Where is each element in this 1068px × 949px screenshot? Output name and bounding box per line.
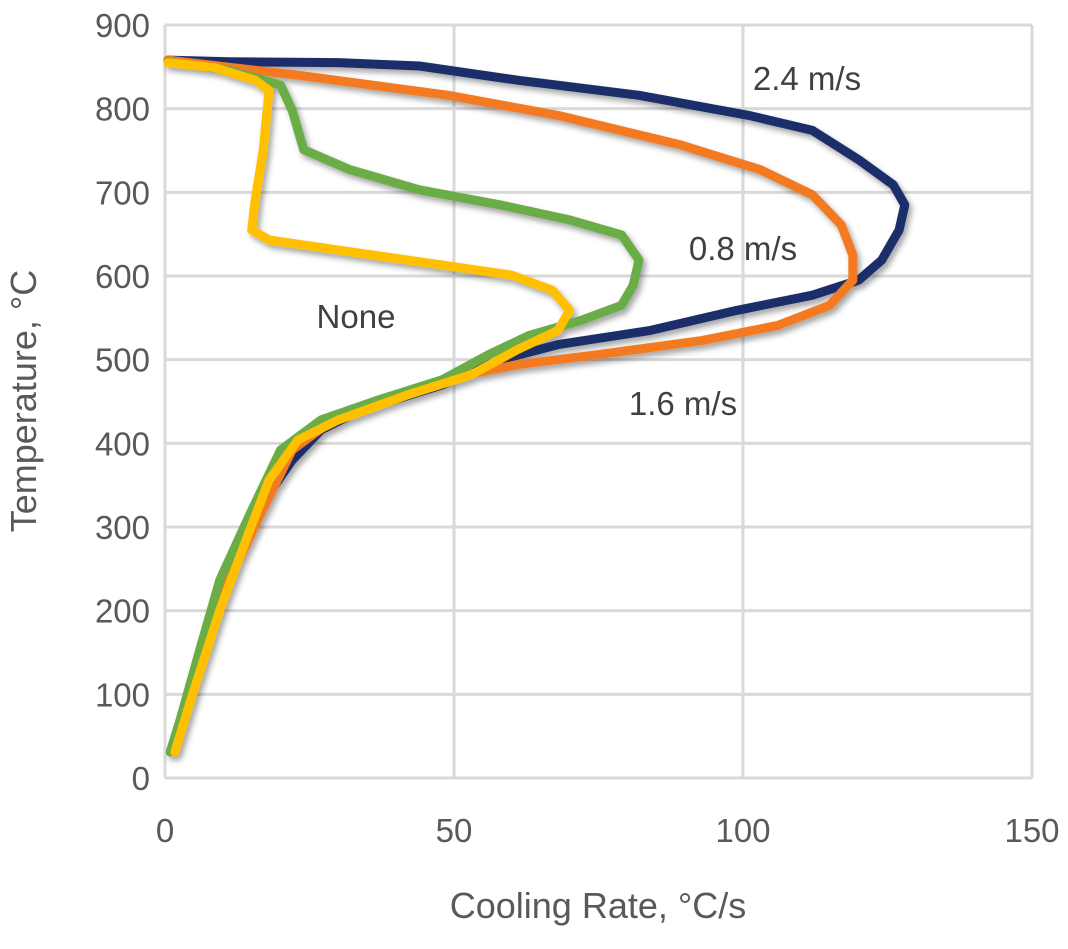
- series-line-1: [163, 55, 858, 750]
- gridlines: [163, 23, 1034, 780]
- x-tick-labels: 0 50 100 150: [156, 812, 1060, 849]
- y-tick-labels: 0 100 200 300 400 500 600 700 800 900: [95, 7, 150, 797]
- y-axis-title: Temperature, °C: [3, 270, 44, 533]
- y-tick-label: 200: [95, 593, 150, 630]
- y-tick-label: 600: [95, 258, 150, 295]
- annotation-label: 2.4 m/s: [753, 60, 861, 97]
- y-tick-label: 700: [95, 174, 150, 211]
- series-line-0: [163, 55, 910, 755]
- x-axis-title: Cooling Rate, °C/s: [450, 885, 747, 926]
- annotation-label: 1.6 m/s: [629, 385, 737, 422]
- y-tick-label: 100: [95, 676, 150, 713]
- x-tick-label: 50: [436, 812, 473, 849]
- annotation-label: None: [317, 298, 396, 335]
- series-line-3: [163, 58, 575, 757]
- y-tick-label: 800: [95, 91, 150, 128]
- x-tick-label: 150: [1004, 812, 1059, 849]
- annotations: 2.4 m/s 0.8 m/s None 1.6 m/s: [317, 60, 862, 422]
- y-tick-label: 400: [95, 425, 150, 462]
- series-line-2: [163, 57, 644, 757]
- series-lines: [163, 55, 910, 757]
- y-tick-label: 300: [95, 509, 150, 546]
- y-tick-label: 500: [95, 342, 150, 379]
- x-tick-label: 0: [156, 812, 174, 849]
- x-tick-label: 100: [715, 812, 770, 849]
- y-tick-label: 0: [132, 760, 150, 797]
- y-tick-label: 900: [95, 7, 150, 44]
- annotation-label: 0.8 m/s: [689, 230, 797, 267]
